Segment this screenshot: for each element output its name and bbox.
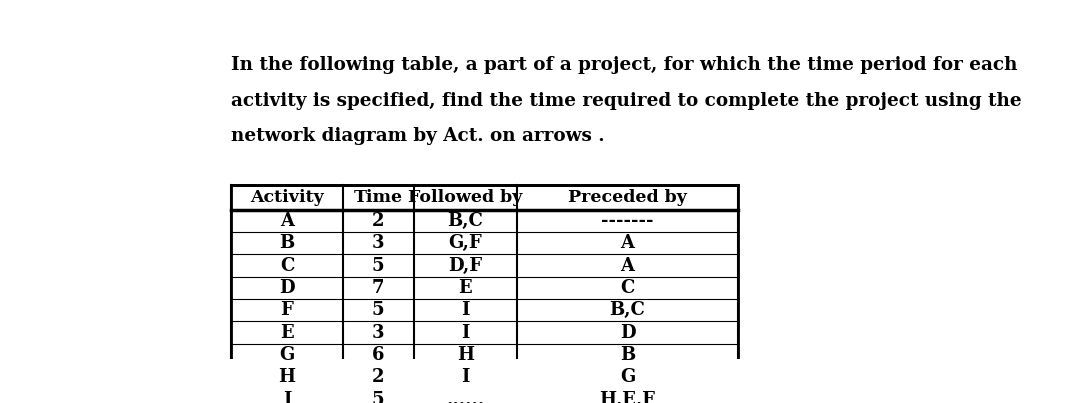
Text: 7: 7 (372, 279, 384, 297)
Text: 3: 3 (372, 234, 384, 252)
Bar (231, 185, 738, 403)
Text: I: I (461, 368, 470, 386)
Text: Followed by: Followed by (408, 189, 523, 206)
Text: A: A (280, 212, 294, 230)
Text: B: B (620, 346, 635, 364)
Text: 5: 5 (372, 257, 384, 274)
Text: 2: 2 (372, 212, 384, 230)
Text: D: D (279, 279, 295, 297)
Text: In the following table, a part of a project, for which the time period for each: In the following table, a part of a proj… (231, 56, 1017, 74)
Text: Time: Time (353, 189, 403, 206)
Text: 3: 3 (372, 324, 384, 342)
Text: I: I (461, 301, 470, 319)
Text: -------: ------- (602, 212, 653, 230)
Text: Activity: Activity (251, 189, 324, 206)
Text: E: E (459, 279, 472, 297)
Text: F: F (281, 301, 294, 319)
Text: 2: 2 (372, 368, 384, 386)
Text: ......: ...... (446, 391, 485, 403)
Text: network diagram by Act. on arrows .: network diagram by Act. on arrows . (231, 127, 605, 145)
Text: C: C (280, 257, 294, 274)
Text: H: H (279, 368, 296, 386)
Text: A: A (621, 234, 635, 252)
Text: D: D (620, 324, 635, 342)
Text: D,F: D,F (448, 257, 483, 274)
Text: G,F: G,F (448, 234, 483, 252)
Text: E: E (280, 324, 294, 342)
Text: H,E,F: H,E,F (599, 391, 656, 403)
Text: 6: 6 (372, 346, 384, 364)
Text: activity is specified, find the time required to complete the project using the: activity is specified, find the time req… (231, 92, 1022, 110)
Text: 5: 5 (372, 391, 384, 403)
Text: Preceded by: Preceded by (568, 189, 687, 206)
Text: 5: 5 (372, 301, 384, 319)
Text: G: G (620, 368, 635, 386)
Text: B,C: B,C (447, 212, 484, 230)
Text: H: H (457, 346, 474, 364)
Text: B,C: B,C (609, 301, 646, 319)
Text: C: C (620, 279, 635, 297)
Text: I: I (461, 324, 470, 342)
Text: B: B (280, 234, 295, 252)
Text: I: I (283, 391, 292, 403)
Text: A: A (621, 257, 635, 274)
Text: G: G (280, 346, 295, 364)
